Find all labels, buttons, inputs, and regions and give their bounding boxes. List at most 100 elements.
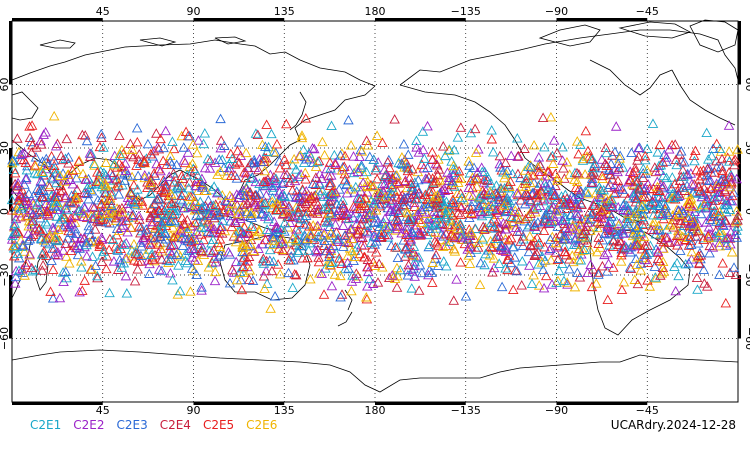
observation-marker xyxy=(179,202,190,213)
observation-marker xyxy=(723,146,735,156)
observation-marker xyxy=(500,218,512,229)
observation-marker xyxy=(98,142,109,152)
observation-marker xyxy=(545,216,557,227)
observation-marker xyxy=(132,170,144,180)
observation-marker xyxy=(481,174,493,185)
observation-marker xyxy=(438,231,449,241)
observation-marker xyxy=(728,217,740,228)
observation-marker xyxy=(717,258,728,268)
observation-marker xyxy=(528,170,539,180)
observation-marker xyxy=(675,245,686,255)
observation-marker xyxy=(152,212,163,222)
observation-marker xyxy=(641,165,653,175)
observation-marker xyxy=(463,250,474,260)
observation-marker xyxy=(189,165,201,175)
observation-marker xyxy=(258,176,269,187)
observation-marker xyxy=(683,201,694,211)
observation-marker xyxy=(60,203,71,213)
observation-marker xyxy=(9,178,21,189)
observation-marker xyxy=(337,220,349,230)
observation-marker xyxy=(714,237,725,247)
observation-marker xyxy=(146,174,157,185)
observation-marker xyxy=(715,211,727,221)
observation-marker xyxy=(237,267,249,277)
observation-marker xyxy=(416,159,428,169)
observation-marker xyxy=(168,232,180,242)
observation-marker xyxy=(128,238,140,249)
observation-marker xyxy=(508,191,519,201)
observation-marker xyxy=(318,289,330,299)
observation-marker xyxy=(602,294,614,304)
observation-marker xyxy=(199,214,211,225)
observation-marker xyxy=(528,269,539,280)
observation-marker xyxy=(364,151,376,162)
observation-marker xyxy=(470,223,481,234)
observation-marker xyxy=(422,201,434,211)
observation-marker xyxy=(92,167,103,177)
observation-marker xyxy=(12,180,24,191)
observation-marker xyxy=(374,199,386,209)
observation-marker xyxy=(686,178,698,189)
legend: C2E1 C2E2 C2E3 C2E4 C2E5 C2E6 xyxy=(30,418,277,432)
observation-marker xyxy=(393,157,404,168)
observation-marker xyxy=(347,270,358,280)
observation-marker xyxy=(114,158,125,168)
observation-marker xyxy=(652,246,664,256)
observation-marker xyxy=(87,251,98,261)
observation-marker xyxy=(558,230,570,241)
observation-marker xyxy=(199,128,211,138)
observation-marker xyxy=(405,193,417,203)
observation-marker xyxy=(701,127,712,138)
observation-marker xyxy=(151,194,163,205)
observation-marker xyxy=(224,190,236,200)
observation-marker xyxy=(630,228,642,239)
observation-marker xyxy=(51,197,62,208)
observation-marker xyxy=(122,170,134,180)
observation-marker xyxy=(73,240,84,250)
observation-marker xyxy=(714,143,726,154)
observation-marker xyxy=(644,281,656,291)
observation-marker xyxy=(237,246,248,257)
observation-marker xyxy=(146,219,158,230)
observation-marker xyxy=(191,226,202,237)
frame-bar xyxy=(193,18,285,21)
observation-marker xyxy=(287,233,299,244)
observation-marker xyxy=(683,258,695,268)
observation-marker xyxy=(635,265,647,275)
observation-marker xyxy=(165,240,176,251)
observation-marker xyxy=(405,178,417,189)
observation-marker xyxy=(620,242,632,252)
observation-marker xyxy=(324,248,335,259)
observation-marker xyxy=(679,157,690,167)
observation-marker xyxy=(613,158,624,168)
observation-marker xyxy=(130,246,141,257)
observation-marker xyxy=(337,209,348,220)
observation-marker xyxy=(175,251,186,261)
observation-marker xyxy=(44,230,56,240)
observation-marker xyxy=(690,188,702,198)
observation-marker xyxy=(269,290,281,301)
observation-marker xyxy=(685,193,697,203)
observation-marker xyxy=(628,167,639,177)
observation-marker xyxy=(672,236,684,246)
observation-marker xyxy=(293,225,305,236)
observation-marker xyxy=(81,237,92,247)
bottom-tick-label: −90 xyxy=(545,404,568,417)
observation-marker xyxy=(694,173,705,184)
observation-marker xyxy=(36,139,47,149)
observation-marker xyxy=(189,255,201,265)
observation-marker xyxy=(60,190,71,200)
observation-marker xyxy=(214,233,226,244)
observation-marker xyxy=(422,162,433,172)
observation-marker xyxy=(325,199,336,209)
observation-marker xyxy=(534,200,546,210)
observation-marker xyxy=(343,114,354,125)
observation-marker xyxy=(614,235,625,245)
observation-marker xyxy=(606,211,617,221)
observation-marker xyxy=(401,241,412,252)
observation-marker xyxy=(386,188,397,198)
observation-marker xyxy=(26,147,37,157)
observation-marker xyxy=(348,251,360,261)
observation-marker xyxy=(192,170,203,180)
observation-marker xyxy=(389,273,401,283)
